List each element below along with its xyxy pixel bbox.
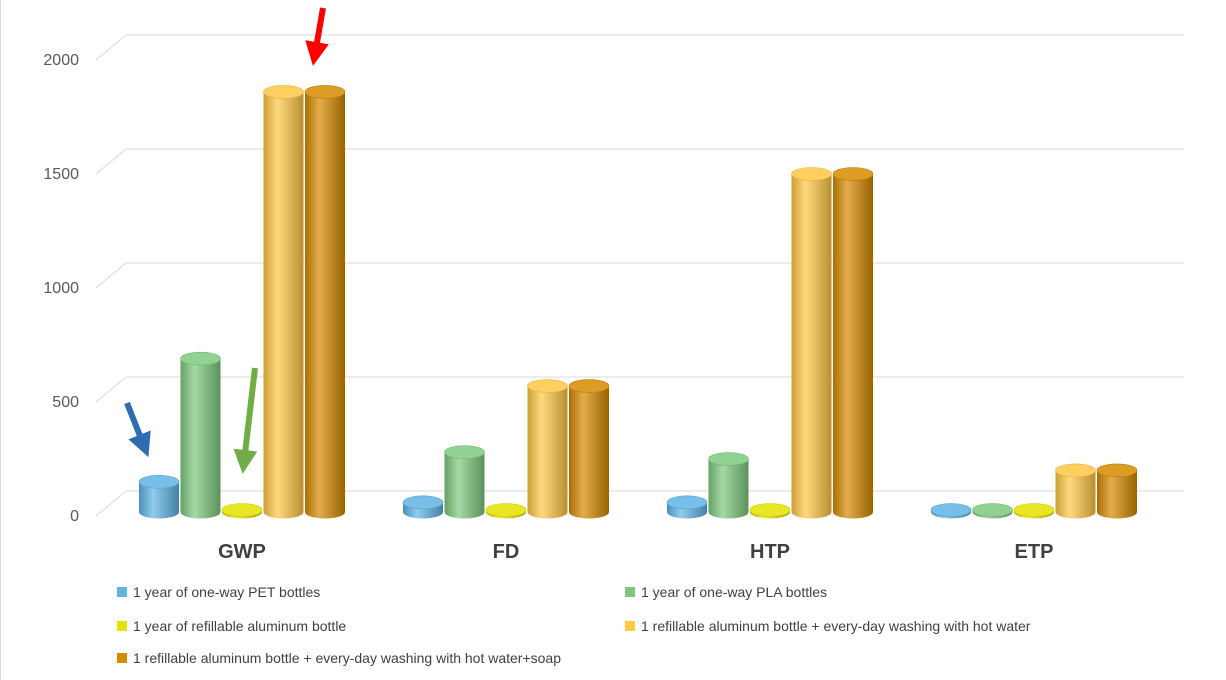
legend-label: 1 refillable aluminum bottle + every-day… bbox=[641, 618, 1031, 634]
legend-swatch bbox=[117, 621, 127, 631]
x-category-label: ETP bbox=[1015, 541, 1054, 563]
y-tick-label: 500 bbox=[52, 394, 79, 411]
gridline bbox=[95, 148, 1184, 175]
bar-htp-series-5 bbox=[832, 167, 874, 519]
legend-swatch bbox=[625, 621, 635, 631]
legend-item: 1 year of refillable aluminum bottle bbox=[117, 618, 346, 634]
y-tick-label: 1000 bbox=[43, 280, 79, 297]
chart-legend: 1 year of one-way PET bottles 1 year of o… bbox=[117, 584, 1117, 674]
y-tick-label: 2000 bbox=[43, 52, 79, 69]
legend-swatch bbox=[117, 587, 127, 597]
legend-label: 1 year of one-way PET bottles bbox=[133, 584, 321, 600]
gridline bbox=[95, 262, 1184, 289]
bar-fd-series-1 bbox=[402, 495, 444, 519]
legend-item: 1 year of one-way PLA bottles bbox=[625, 584, 827, 600]
x-category-label: GWP bbox=[218, 541, 266, 563]
bar-etp-series-1 bbox=[930, 503, 972, 519]
legend-item: 1 refillable aluminum bottle + every-day… bbox=[625, 618, 1030, 634]
legend-item: 1 refillable aluminum bottle + every-day… bbox=[117, 650, 561, 666]
bar-etp-series-5 bbox=[1096, 463, 1138, 519]
legend-label: 1 year of refillable aluminum bottle bbox=[133, 618, 347, 634]
bar-gwp-series-5 bbox=[304, 85, 346, 519]
annotation-arrow bbox=[124, 401, 151, 458]
bar-chart: 0 500 1000 1500 2000 GWP FD HTP ETP bbox=[43, 7, 1184, 563]
x-category-label: HTP bbox=[750, 541, 790, 563]
bar-gwp-series-2 bbox=[180, 351, 221, 519]
bar-fd-series-3 bbox=[485, 503, 527, 519]
y-tick-label: 1500 bbox=[43, 166, 79, 183]
bar-etp-series-2 bbox=[972, 503, 1013, 519]
gridline bbox=[95, 376, 1184, 403]
bar-gwp-series-4 bbox=[263, 85, 304, 519]
bar-gwp-series-1 bbox=[138, 474, 180, 519]
bar-htp-series-2 bbox=[708, 452, 749, 519]
bar-fd-series-2 bbox=[444, 445, 485, 519]
legend-item: 1 year of one-way PET bottles bbox=[117, 584, 320, 600]
legend-label: 1 refillable aluminum bottle + every-day… bbox=[133, 650, 562, 666]
bar-etp-series-4 bbox=[1055, 463, 1096, 519]
legend-swatch bbox=[625, 587, 635, 597]
gridline bbox=[95, 34, 1184, 61]
bar-gwp-series-3 bbox=[221, 503, 263, 519]
bar-htp-series-1 bbox=[666, 495, 708, 519]
bar-htp-series-3 bbox=[749, 503, 791, 519]
x-category-label: FD bbox=[493, 541, 520, 563]
bar-htp-series-4 bbox=[791, 167, 832, 519]
legend-swatch bbox=[117, 653, 127, 663]
legend-label: 1 year of one-way PLA bottles bbox=[641, 584, 827, 600]
annotation-arrow bbox=[233, 367, 258, 474]
bar-fd-series-4 bbox=[527, 379, 568, 519]
annotation-arrow bbox=[305, 7, 329, 66]
y-tick-label: 0 bbox=[70, 508, 79, 525]
bar-etp-series-3 bbox=[1013, 503, 1055, 519]
bar-fd-series-5 bbox=[568, 379, 610, 519]
